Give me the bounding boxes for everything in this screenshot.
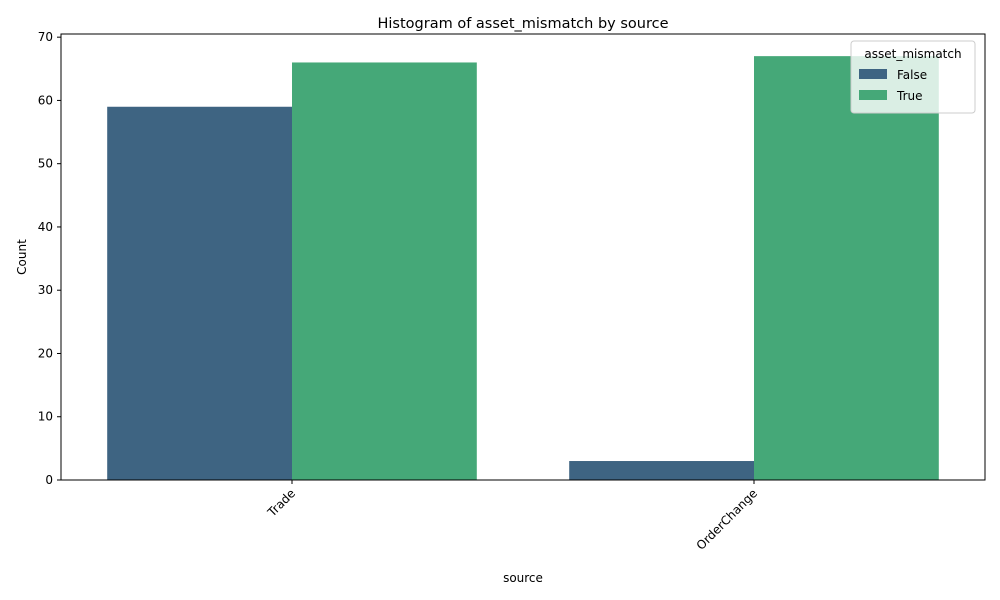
y-tick-label: 30 — [38, 283, 53, 297]
x-tick-label: OrderChange — [694, 486, 761, 553]
y-tick-label: 50 — [38, 157, 53, 171]
legend-title: asset_mismatch — [864, 47, 961, 61]
legend: asset_mismatch False True — [850, 40, 976, 114]
x-tick-label: Trade — [264, 486, 298, 520]
legend-label-false: False — [897, 68, 927, 82]
legend-swatch-true — [859, 90, 887, 100]
plot-frame — [60, 33, 986, 481]
y-tick-label: 20 — [38, 346, 53, 360]
y-tick-label: 40 — [38, 220, 53, 234]
y-tick-label: 60 — [38, 93, 53, 107]
legend-swatch-false — [859, 69, 887, 79]
plot-area: 0 10 20 30 40 50 60 70 Trade OrderChange — [38, 30, 986, 553]
chart-title: Histogram of asset_mismatch by source — [378, 16, 669, 32]
y-tick-label: 10 — [38, 410, 53, 424]
y-tick-label: 70 — [38, 30, 53, 44]
y-tick-label: 0 — [45, 473, 53, 487]
bar-true-orderchange — [754, 56, 939, 480]
bar-false-trade — [107, 106, 292, 480]
legend-label-true: True — [896, 89, 923, 103]
y-axis-label: Count — [15, 239, 29, 275]
bar-true-trade — [292, 62, 477, 481]
x-axis-label: source — [503, 571, 543, 585]
bar-false-orderchange — [569, 461, 754, 480]
